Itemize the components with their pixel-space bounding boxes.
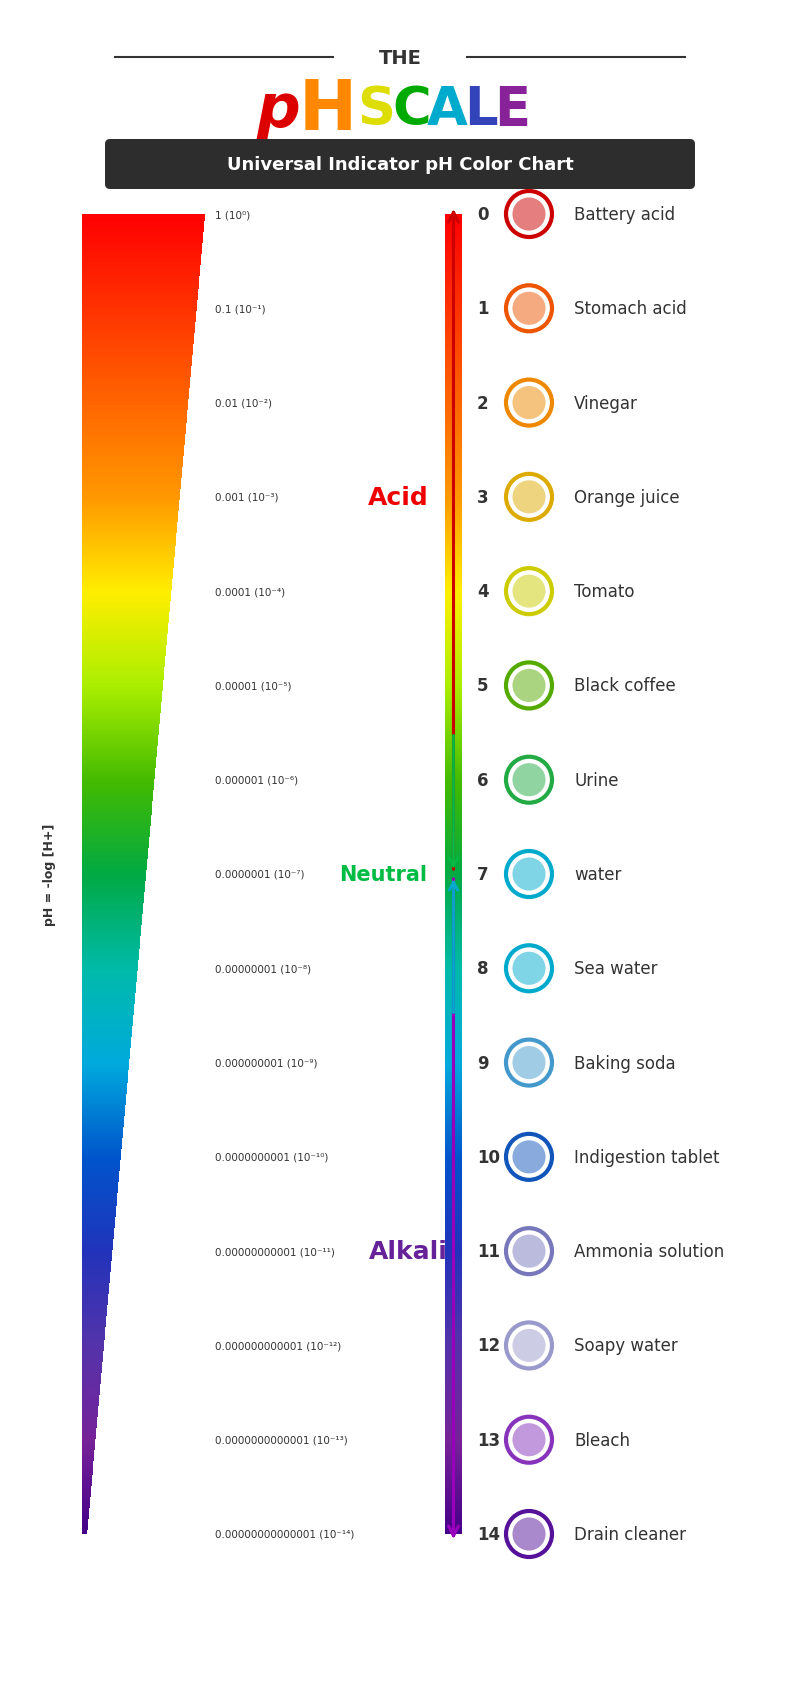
Text: Urine: Urine <box>574 772 618 789</box>
Circle shape <box>513 858 546 892</box>
Circle shape <box>513 669 546 703</box>
Circle shape <box>506 193 552 238</box>
Text: 0.0001 (10⁻⁴): 0.0001 (10⁻⁴) <box>215 586 285 596</box>
Text: 0.1 (10⁻¹): 0.1 (10⁻¹) <box>215 304 266 314</box>
Circle shape <box>506 1040 552 1086</box>
Text: Drain cleaner: Drain cleaner <box>574 1525 686 1544</box>
Circle shape <box>506 1135 552 1181</box>
Text: C: C <box>393 84 431 135</box>
Circle shape <box>513 198 546 231</box>
Circle shape <box>513 481 546 513</box>
Text: Tomato: Tomato <box>574 583 634 601</box>
Text: E: E <box>494 84 530 135</box>
Text: 11: 11 <box>477 1243 500 1260</box>
Circle shape <box>513 1140 546 1174</box>
Text: THE: THE <box>378 49 422 68</box>
Text: 4: 4 <box>477 583 489 601</box>
Text: 5: 5 <box>477 677 489 694</box>
Circle shape <box>513 1517 546 1551</box>
Text: 0: 0 <box>477 206 489 225</box>
Text: Ammonia solution: Ammonia solution <box>574 1243 724 1260</box>
FancyBboxPatch shape <box>105 140 695 189</box>
Text: 6: 6 <box>477 772 489 789</box>
Text: 0.0000000000001 (10⁻¹³): 0.0000000000001 (10⁻¹³) <box>215 1436 348 1444</box>
Text: Vinegar: Vinegar <box>574 394 638 412</box>
Text: H: H <box>299 76 357 144</box>
Text: 0.00000000001 (10⁻¹¹): 0.00000000001 (10⁻¹¹) <box>215 1246 335 1257</box>
Text: Baking soda: Baking soda <box>574 1054 676 1073</box>
Text: 0.000001 (10⁻⁶): 0.000001 (10⁻⁶) <box>215 775 298 785</box>
Text: 1: 1 <box>477 301 489 318</box>
Text: L: L <box>464 84 498 135</box>
Text: pH = -log [H+]: pH = -log [H+] <box>43 823 57 926</box>
Text: 0.000000000001 (10⁻¹²): 0.000000000001 (10⁻¹²) <box>215 1341 342 1351</box>
Text: Neutral: Neutral <box>339 865 427 885</box>
Text: Alkali: Alkali <box>369 1240 448 1263</box>
Text: Stomach acid: Stomach acid <box>574 301 686 318</box>
Text: p: p <box>256 81 300 140</box>
Circle shape <box>513 763 546 797</box>
Text: 9: 9 <box>477 1054 489 1073</box>
Text: 0.001 (10⁻³): 0.001 (10⁻³) <box>215 493 278 503</box>
Text: Orange juice: Orange juice <box>574 488 680 507</box>
Text: 14: 14 <box>477 1525 500 1544</box>
Text: 0.00001 (10⁻⁵): 0.00001 (10⁻⁵) <box>215 681 291 691</box>
Text: 0.00000000000001 (10⁻¹⁴): 0.00000000000001 (10⁻¹⁴) <box>215 1529 354 1539</box>
Circle shape <box>513 292 546 326</box>
Circle shape <box>506 946 552 991</box>
Text: S: S <box>357 84 395 135</box>
Text: Acid: Acid <box>368 485 429 510</box>
Text: Soapy water: Soapy water <box>574 1336 678 1355</box>
Text: 8: 8 <box>477 959 489 978</box>
Circle shape <box>506 475 552 520</box>
Text: 0.0000001 (10⁻⁷): 0.0000001 (10⁻⁷) <box>215 870 305 880</box>
Circle shape <box>506 1417 552 1463</box>
Circle shape <box>513 1329 546 1363</box>
Circle shape <box>506 1512 552 1557</box>
Circle shape <box>506 851 552 897</box>
Circle shape <box>513 953 546 985</box>
Circle shape <box>506 757 552 804</box>
Text: Battery acid: Battery acid <box>574 206 675 225</box>
Circle shape <box>513 1047 546 1079</box>
Text: 7: 7 <box>477 865 489 883</box>
Circle shape <box>513 1235 546 1268</box>
Circle shape <box>506 1322 552 1368</box>
Circle shape <box>506 569 552 615</box>
Text: water: water <box>574 865 622 883</box>
Text: 10: 10 <box>477 1149 500 1165</box>
Circle shape <box>506 664 552 709</box>
Text: 13: 13 <box>477 1431 500 1449</box>
Circle shape <box>513 387 546 421</box>
Circle shape <box>506 285 552 333</box>
Circle shape <box>506 1228 552 1275</box>
Text: A: A <box>426 84 467 135</box>
Text: 0.00000001 (10⁻⁸): 0.00000001 (10⁻⁸) <box>215 964 311 975</box>
Text: 0.0000000001 (10⁻¹⁰): 0.0000000001 (10⁻¹⁰) <box>215 1152 328 1162</box>
Text: Indigestion tablet: Indigestion tablet <box>574 1149 719 1165</box>
Text: 3: 3 <box>477 488 489 507</box>
Text: 0.01 (10⁻²): 0.01 (10⁻²) <box>215 399 272 409</box>
Text: 2: 2 <box>477 394 489 412</box>
Text: 0.000000001 (10⁻⁹): 0.000000001 (10⁻⁹) <box>215 1057 318 1067</box>
Circle shape <box>506 380 552 426</box>
Circle shape <box>513 1424 546 1456</box>
Circle shape <box>513 576 546 608</box>
Text: Sea water: Sea water <box>574 959 658 978</box>
Text: 1 (10⁰): 1 (10⁰) <box>215 209 250 220</box>
Text: Black coffee: Black coffee <box>574 677 676 694</box>
Text: Bleach: Bleach <box>574 1431 630 1449</box>
Text: 12: 12 <box>477 1336 500 1355</box>
Text: Universal Indicator pH Color Chart: Universal Indicator pH Color Chart <box>226 155 574 174</box>
